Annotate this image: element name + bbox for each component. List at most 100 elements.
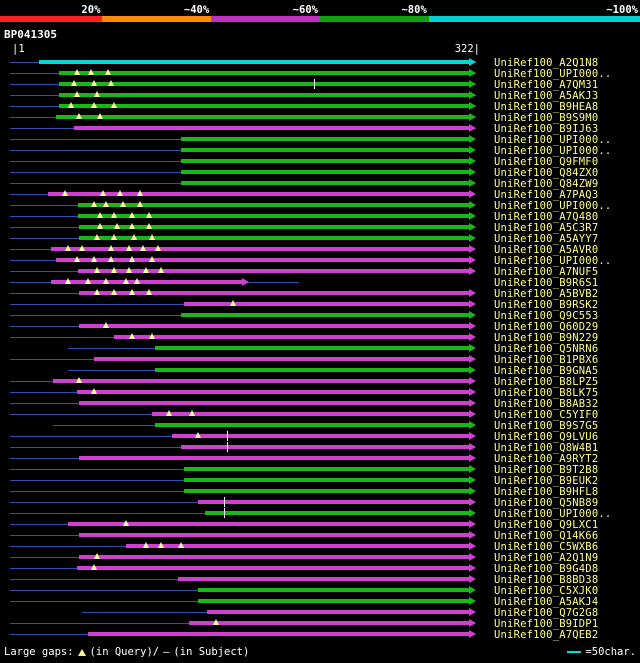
arrow-right-icon [469, 487, 476, 495]
arrow-right-icon [469, 201, 476, 209]
hit-bar [56, 258, 469, 262]
track [10, 57, 476, 68]
track [10, 332, 476, 343]
hit-bar [181, 148, 469, 152]
alignment-row: UniRef100_B9RSK2 [10, 299, 640, 310]
gap-query-icon [143, 267, 149, 273]
alignment-row: UniRef100_A5AYY7 [10, 233, 640, 244]
alignment-row: UniRef100_A7PAQ3 [10, 189, 640, 200]
gap-query-icon [149, 333, 155, 339]
arrow-right-icon [469, 443, 476, 451]
alignment-row: UniRef100_Q84ZW9 [10, 178, 640, 189]
track [10, 453, 476, 464]
gap-query-icon [146, 289, 152, 295]
gap-query-icon [195, 432, 201, 438]
hit-bar [79, 291, 469, 295]
gap-subject-icon [224, 497, 225, 507]
legend-segment: ~80% [320, 16, 429, 22]
track [10, 167, 476, 178]
alignment-row: UniRef100_Q5NB89 [10, 497, 640, 508]
gap-query-icon [129, 333, 135, 339]
gap-query-icon [158, 542, 164, 548]
alignment-row: UniRef100_UPI000.. [10, 508, 640, 519]
track [10, 134, 476, 145]
track [10, 321, 476, 332]
gap-query-icon [76, 113, 82, 119]
alignment-row: UniRef100_UPI000.. [10, 145, 640, 156]
track [10, 310, 476, 321]
track [10, 596, 476, 607]
track [10, 585, 476, 596]
alignment-row: UniRef100_B9HEA8 [10, 101, 640, 112]
legend-segment: ~60% [211, 16, 320, 22]
gap-query-icon [111, 267, 117, 273]
gap-query-icon [137, 190, 143, 196]
arrow-right-icon [469, 432, 476, 440]
hit-bar [198, 599, 469, 603]
ruler: |1 322| [0, 43, 640, 57]
gap-subject-icon [314, 79, 315, 89]
gap-query-icon [88, 69, 94, 75]
track [10, 420, 476, 431]
gap-query-icon [74, 256, 80, 262]
arrow-right-icon [469, 179, 476, 187]
hit-bar [79, 456, 469, 460]
track [10, 211, 476, 222]
hit-bar [181, 137, 469, 141]
arrow-right-icon [469, 91, 476, 99]
arrow-right-icon [469, 553, 476, 561]
arrow-right-icon [469, 157, 476, 165]
track [10, 519, 476, 530]
alignment-row: UniRef100_B8AB32 [10, 398, 640, 409]
gap-query-icon [65, 245, 71, 251]
hit-bar [114, 335, 469, 339]
track [10, 376, 476, 387]
arrow-right-icon [469, 399, 476, 407]
hit-label[interactable]: UniRef100_A7QEB2 [476, 629, 598, 641]
ruler-start: |1 [12, 43, 25, 57]
gap-query-icon [131, 234, 137, 240]
hit-bar [77, 390, 469, 394]
gap-subject-icon [227, 442, 228, 452]
track [10, 145, 476, 156]
alignment-row: UniRef100_Q9C553 [10, 310, 640, 321]
gap-query-icon [123, 520, 129, 526]
alignment-row: UniRef100_A7Q480 [10, 211, 640, 222]
hit-bar [79, 324, 469, 328]
hit-bar [155, 346, 469, 350]
track [10, 387, 476, 398]
footer-legend: Large gaps: (in Query)/ – (in Subject) =… [0, 640, 640, 660]
alignment-row: UniRef100_Q8W4B1 [10, 442, 640, 453]
hit-bar [94, 357, 469, 361]
gap-query-icon [111, 234, 117, 240]
track [10, 508, 476, 519]
alignment-row: UniRef100_UPI000.. [10, 68, 640, 79]
arrow-right-icon [469, 124, 476, 132]
alignment-row: UniRef100_A5AVR0 [10, 244, 640, 255]
hit-bar [181, 445, 469, 449]
legend-segment: 20% [0, 16, 102, 22]
scale-icon [567, 651, 581, 653]
hit-bar [198, 500, 469, 504]
gap-query-icon [94, 289, 100, 295]
arrow-right-icon [469, 388, 476, 396]
alignment-row: UniRef100_C5YIF0 [10, 409, 640, 420]
track [10, 497, 476, 508]
alignment-row: UniRef100_B9IDP1 [10, 618, 640, 629]
track [10, 618, 476, 629]
track [10, 541, 476, 552]
footer-text: (in Query)/ [90, 646, 160, 658]
arrow-right-icon [469, 300, 476, 308]
alignment-row: UniRef100_UPI000.. [10, 134, 640, 145]
alignment-row: UniRef100_UPI000.. [10, 255, 640, 266]
gap-query-icon [91, 201, 97, 207]
gap-query-icon [97, 212, 103, 218]
alignment-row: UniRef100_A5C3R7 [10, 222, 640, 233]
hit-bar [189, 621, 469, 625]
track [10, 563, 476, 574]
alignment-row: UniRef100_B9G4D8 [10, 563, 640, 574]
alignment-row: UniRef100_B9GNA5 [10, 365, 640, 376]
gap-query-icon [111, 289, 117, 295]
track [10, 398, 476, 409]
gap-query-icon [129, 256, 135, 262]
